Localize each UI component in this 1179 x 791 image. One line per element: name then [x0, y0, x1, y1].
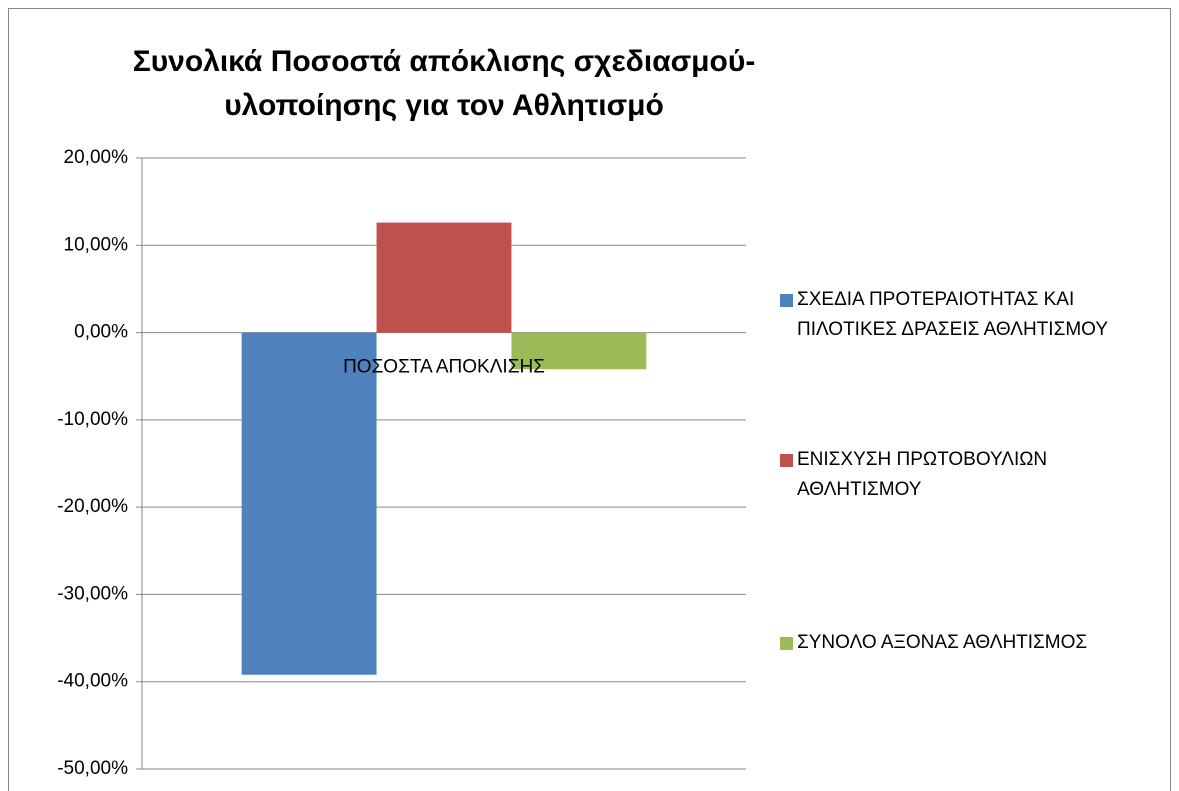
- legend-label: ΕΝΙΣΧΥΣΗ ΠΡΩΤΟΒΟΥΛΙΩΝ ΑΘΛΗΤΙΣΜΟΥ: [797, 449, 1048, 500]
- x-tick-label: ΠΟΣΟΣΤΑ ΑΠΟΚΛΙΣΗΣ: [343, 357, 545, 378]
- legend-label: ΣΥΝΟΛΟ ΑΞΟΝΑΣ ΑΘΛΗΤΙΣΜΟΣ: [797, 632, 1088, 653]
- chart-border: [8, 8, 1171, 791]
- legend-label: ΣΧΕΔΙΑ ΠΡΟΤΕΡΑΙΟΤΗΤΑΣ ΚΑΙ ΠΙΛΟΤΙΚΕΣ ΔΡΑΣ…: [797, 289, 1108, 340]
- legend-swatch: [780, 454, 793, 467]
- bar: [511, 332, 647, 370]
- legend-item: ΕΝΙΣΧΥΣΗ ΠΡΩΤΟΒΟΥΛΙΩΝ ΑΘΛΗΤΙΣΜΟΥ: [780, 445, 1179, 505]
- legend-swatch: [780, 637, 793, 650]
- y-tick-label: 0,00%: [74, 322, 128, 343]
- y-tick-label: -10,00%: [57, 409, 128, 430]
- y-tick-label: 20,00%: [64, 147, 129, 168]
- chart-title: Συνολικά Ποσοστά απόκλισης σχεδιασμού-υλ…: [132, 45, 756, 122]
- bar: [241, 332, 377, 675]
- legend-swatch: [780, 294, 793, 307]
- y-tick-label: 10,00%: [64, 234, 129, 255]
- bar: [376, 222, 512, 333]
- y-tick-label: -40,00%: [57, 671, 128, 692]
- y-tick-label: -30,00%: [57, 583, 128, 604]
- legend-item: ΣΧΕΔΙΑ ΠΡΟΤΕΡΑΙΟΤΗΤΑΣ ΚΑΙ ΠΙΛΟΤΙΚΕΣ ΔΡΑΣ…: [780, 285, 1179, 345]
- legend-item: ΣΥΝΟΛΟ ΑΞΟΝΑΣ ΑΘΛΗΤΙΣΜΟΣ: [780, 628, 1179, 658]
- y-tick-label: -20,00%: [57, 496, 128, 517]
- y-tick-label: -50,00%: [57, 758, 128, 779]
